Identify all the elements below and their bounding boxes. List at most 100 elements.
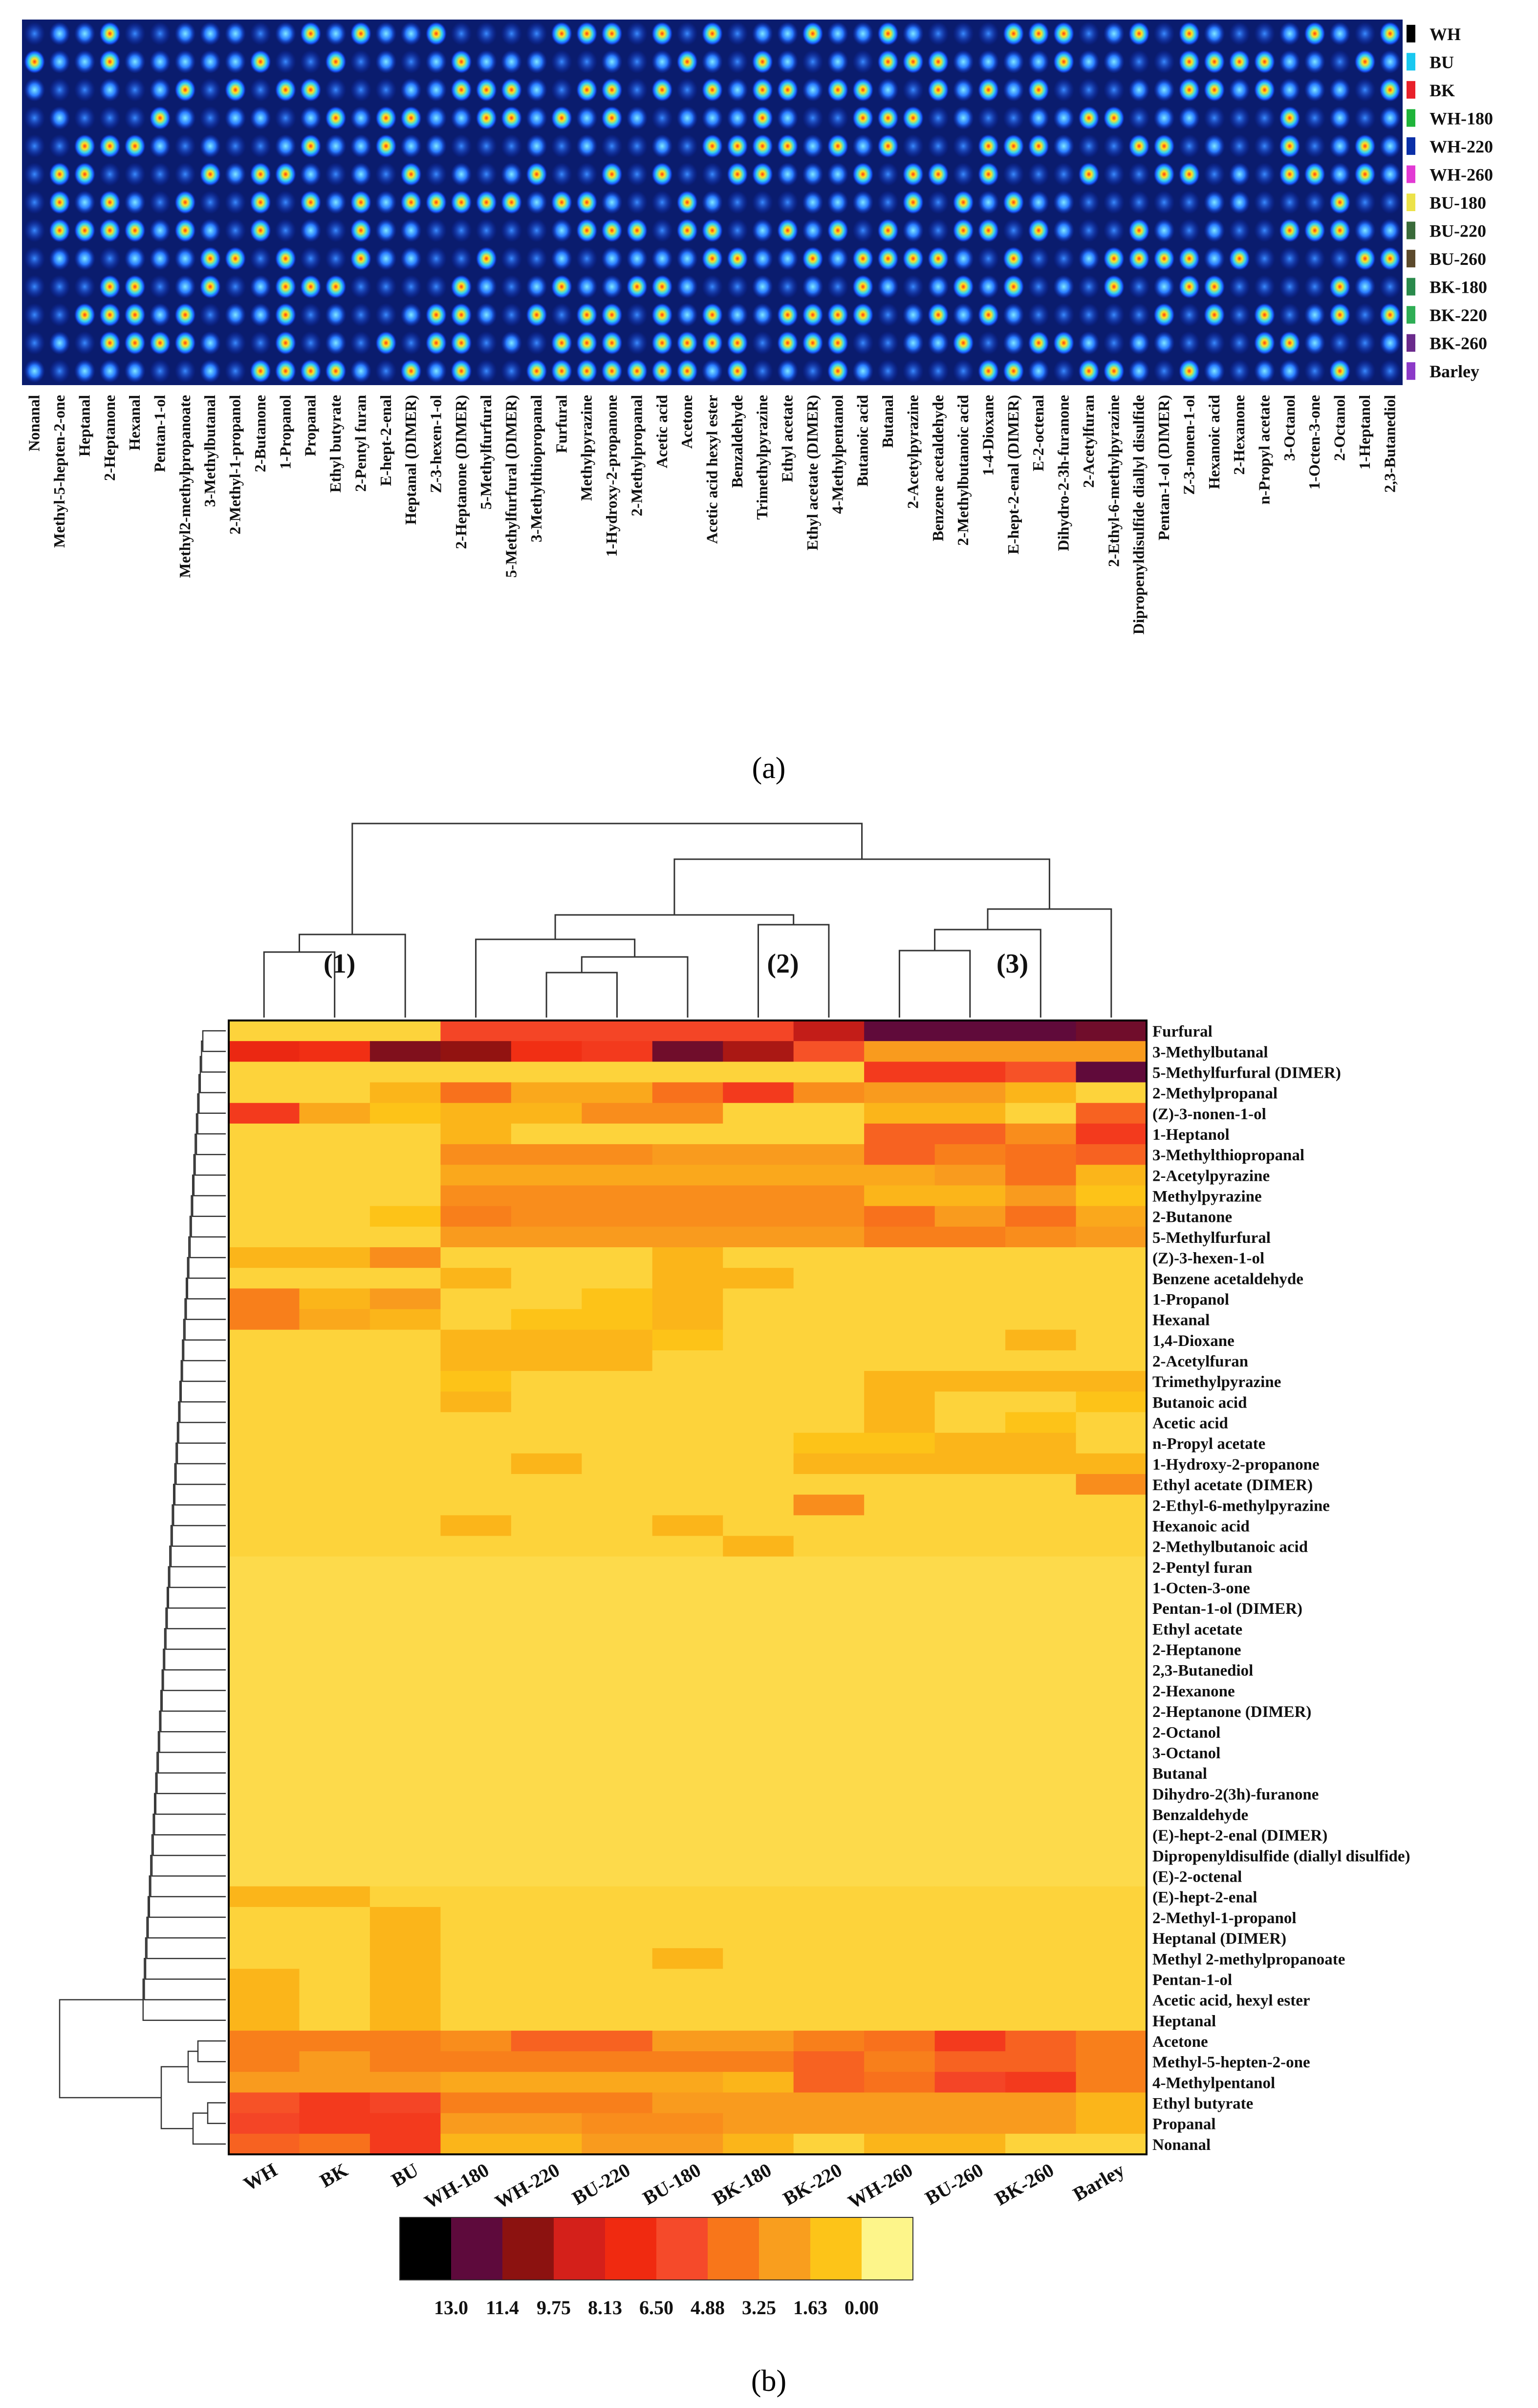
column-label: BK-260 [991,2159,1058,2210]
fingerprint-spot [1153,275,1175,299]
heatmap-cell [864,1226,935,1248]
heatmap-cell [1076,1165,1147,1186]
heatmap-cell [582,1907,653,1928]
heatmap-cell [652,1082,723,1104]
heatmap-cell [934,2092,1006,2114]
heatmap-cell [369,1824,441,1845]
fingerprint-spot [225,331,246,355]
fingerprint-spot [752,78,773,102]
fingerprint-spot [350,22,372,45]
fingerprint-spot [752,190,773,215]
heatmap-cell [793,1309,865,1330]
heatmap-cell [793,2072,865,2093]
fingerprint-spot [1103,246,1125,271]
heatmap-cell [652,1474,723,1495]
heatmap-cell [1005,1103,1077,1124]
fingerprint-spot [375,162,397,186]
heatmap-cell [864,1412,935,1433]
fingerprint-spot [928,22,949,45]
fingerprint-spot [225,303,246,327]
heatmap-cell [652,1247,723,1268]
heatmap-cell [299,1185,370,1207]
fingerprint-spot [827,134,848,158]
fingerprint-spot [777,190,799,215]
heatmap-cell [511,1103,582,1124]
fingerprint-spot [626,331,648,355]
heatmap-cell [1005,1824,1077,1845]
fingerprint-spot [727,275,748,299]
heatmap-cell [511,1515,582,1537]
heatmap-cell [793,1680,865,1701]
fingerprint-spot [1153,331,1175,355]
heatmap-cell [440,1886,512,1908]
heatmap-cell [299,1701,370,1722]
row-label: Propanal [1152,2116,1216,2133]
fingerprint-spot [902,106,924,130]
fingerprint-spot [24,106,45,130]
fingerprint-spot [325,190,347,215]
row-label: Butanoic acid [1152,1394,1247,1411]
fingerprint-spot [576,359,598,383]
heatmap-cell [369,2010,441,2031]
heatmap-cell [369,1391,441,1413]
heatmap-cell [440,2010,512,2031]
colorbar-swatch [605,2217,657,2280]
heatmap-cell [1005,2072,1077,2093]
fingerprint-spot [250,50,271,74]
fingerprint-spot [1128,275,1150,299]
fingerprint-spot [902,359,924,383]
row-label: 1,4-Dioxane [1152,1332,1235,1350]
heatmap-cell [723,1350,794,1371]
fingerprint-spot [425,303,447,327]
heatmap-cell [1076,1536,1147,1557]
fingerprint-spot [325,22,347,45]
heatmap-cell [299,1536,370,1557]
heatmap-cell [582,1556,653,1578]
heatmap-cell [864,1886,935,1908]
fingerprint-spot [727,331,748,355]
heatmap-cell [864,1123,935,1145]
heatmap-cell [793,1845,865,1866]
compound-label: Ethyl acetate (DIMER) [803,395,821,550]
fingerprint-spot [149,331,171,355]
fingerprint-spot [501,331,522,355]
heatmap-cell [864,1371,935,1392]
fingerprint-spot [225,106,246,130]
compound-label: 2-Methylbutanoic acid [954,395,972,546]
heatmap-cell [864,1329,935,1351]
heatmap-cell [511,1432,582,1454]
fingerprint-spot [1028,106,1049,130]
heatmap-cell [793,1762,865,1784]
fingerprint-spot [99,106,121,130]
fingerprint-spot [199,50,221,74]
heatmap-cell [723,1845,794,1866]
heatmap-cell [582,1969,653,1990]
fingerprint-spot [777,134,799,158]
row-label: (Z)-3-nonen-1-ol [1152,1106,1266,1123]
fingerprint-spot [1128,331,1150,355]
fingerprint-spot [375,331,397,355]
fingerprint-spot [626,303,648,327]
heatmap-cell [934,1989,1006,2011]
heatmap-cell [369,1989,441,2011]
fingerprint-spot [676,303,698,327]
fingerprint-spot [1078,50,1100,74]
heatmap-cell [723,1866,794,1887]
fingerprint-spot [953,359,974,383]
row-label: 2-Methylbutanoic acid [1152,1539,1308,1556]
heatmap-cell [1005,1062,1077,1083]
compound-label: 2-Methylpropanal [628,395,645,516]
fingerprint-spot [501,106,522,130]
heatmap-cell [864,1536,935,1557]
heatmap-cell [1005,1412,1077,1433]
fingerprint-spot [451,331,472,355]
fingerprint-spot [601,246,623,271]
fingerprint-spot [476,303,497,327]
heatmap-cell [793,1783,865,1804]
fingerprint-spot [1304,218,1325,242]
fingerprint-spot [928,303,949,327]
heatmap-cell [229,1659,300,1681]
heatmap-cell [652,1721,723,1742]
fingerprint-spot [476,246,497,271]
fingerprint-spot [1204,218,1225,242]
